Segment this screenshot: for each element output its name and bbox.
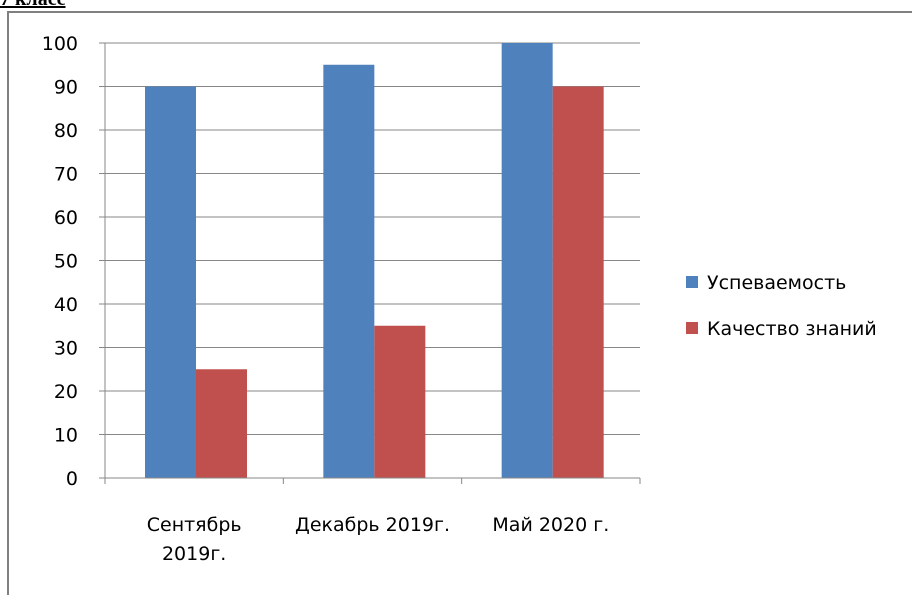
x-tick-label: 2019г. [162,543,226,565]
bar-kachestvo-znaniy [374,325,426,478]
y-tick-label: 20 [54,381,78,403]
legend-swatch [686,276,698,288]
bar-uspevaemost [145,86,196,478]
chart-frame [7,11,912,595]
bars [145,43,604,478]
y-tick-label: 40 [54,294,78,316]
legend-swatch [686,322,698,334]
y-tick-label: 100 [42,33,78,55]
x-tick-label: Сентябрь [147,514,242,536]
y-tick-label: 90 [54,77,78,99]
page-heading: 7 класс [0,0,66,11]
axes [99,42,641,484]
legend-label: Успеваемость [707,272,846,294]
y-tick-label: 10 [54,425,78,447]
bar-uspevaemost [501,43,553,478]
bar-kachestvo-znaniy [552,86,604,478]
bar-uspevaemost [323,64,375,478]
y-tick-label: 70 [54,164,78,186]
y-tick-label: 50 [54,251,78,273]
bar-kachestvo-znaniy [196,369,247,478]
y-tick-label: 60 [54,207,78,229]
y-tick-label: 30 [54,338,78,360]
y-tick-label: 80 [54,120,78,142]
x-axis-tick-labels: Сентябрь 2019г. Декабрь 2019г. Май 2020 г. [147,514,610,565]
x-tick-label: Декабрь 2019г. [295,514,450,536]
legend-label: Качество знаний [707,318,877,340]
x-tick-label: Май 2020 г. [492,514,609,536]
legend: Успеваемость Качество знаний [686,272,877,340]
y-tick-label: 0 [66,468,78,490]
y-axis-tick-labels: 0 10 20 30 40 50 60 70 80 90 100 [42,33,78,490]
